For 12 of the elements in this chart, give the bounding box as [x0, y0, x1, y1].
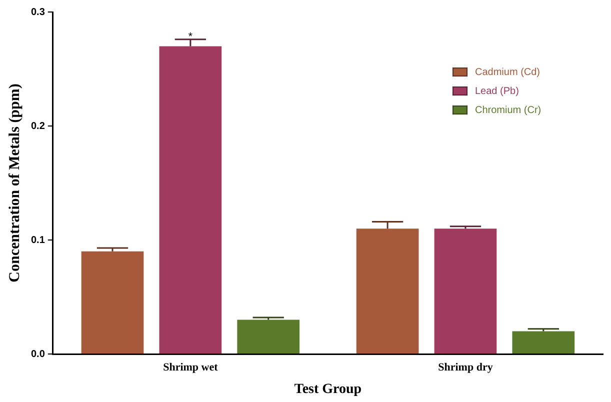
x-tick-label: Shrimp wet: [163, 361, 218, 374]
y-axis-title: Concentration of Metals (ppm): [6, 84, 23, 282]
y-tick-label: 0.1: [30, 234, 46, 246]
legend-label: Cadmium (Cd): [475, 66, 540, 78]
legend-label: Chromium (Cr): [475, 104, 542, 116]
legend-label: Lead (Pb): [475, 86, 519, 97]
x-axis-title: Test Group: [294, 382, 362, 398]
y-tick-label: 0.2: [30, 120, 46, 132]
x-tick-label: Shrimp dry: [438, 361, 494, 374]
annotation: *: [188, 30, 194, 43]
y-tick-label: 0.0: [30, 348, 46, 360]
y-tick-label: 0.3: [30, 6, 46, 18]
